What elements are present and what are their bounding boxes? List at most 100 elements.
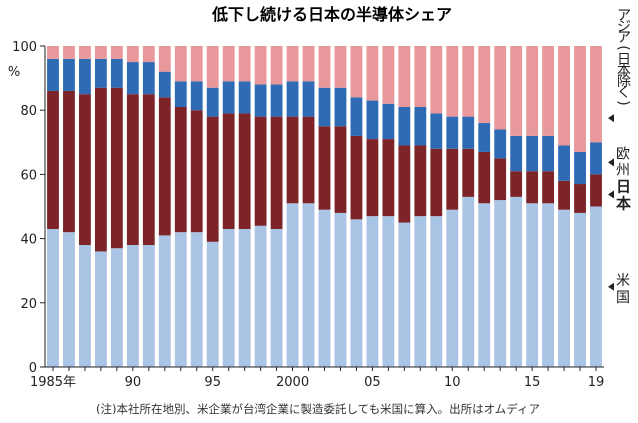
bar-segment-0-1998 [254, 225, 267, 367]
bar-segment-2-2012 [478, 123, 491, 152]
bar-segment-2-1992 [158, 71, 171, 98]
x-tick-label: 90 [125, 375, 142, 390]
bar-segment-0-1999 [270, 228, 283, 367]
bar-segment-3-1994 [190, 46, 203, 82]
bar-segment-0-1994 [190, 232, 203, 367]
bar-segment-2-1988 [94, 58, 107, 88]
bar-segment-0-2002 [318, 209, 331, 367]
bar-segment-3-1999 [270, 46, 283, 85]
bar-segment-1-2015 [526, 171, 539, 204]
bar-segment-0-1987 [79, 245, 91, 367]
x-tick-label: 15 [524, 375, 541, 390]
bar-segment-2-2005 [366, 100, 379, 140]
x-tick-label: 05 [364, 375, 381, 390]
bar-segment-0-1989 [110, 248, 123, 367]
bar-segment-3-2015 [526, 46, 539, 136]
bar-segment-2-2017 [558, 145, 570, 181]
bar-segment-0-2013 [494, 200, 507, 367]
bar-segment-2-1999 [270, 84, 283, 117]
y-tick-label: 0 [29, 361, 37, 376]
bar-segment-3-1995 [206, 46, 219, 88]
legend-label-asia-char: ジ [617, 19, 631, 35]
bar-segment-2-2004 [350, 97, 363, 136]
bar-segment-1-1987 [79, 94, 91, 246]
bar-segment-3-2016 [542, 46, 555, 136]
bar-segment-1-1989 [110, 87, 123, 249]
bar-segment-3-1987 [79, 46, 91, 59]
bar-segment-3-2019 [590, 46, 602, 143]
bar-segment-3-2013 [494, 46, 507, 130]
bar-segment-1-1996 [222, 113, 235, 229]
bar-segment-3-2001 [302, 46, 315, 82]
bar-segment-1-1998 [254, 116, 267, 226]
bar-segment-3-2010 [446, 46, 459, 117]
bar-segment-2-2003 [334, 87, 347, 127]
bar-segment-0-1990 [126, 245, 139, 367]
bar-segment-0-2016 [542, 203, 555, 367]
bar-segment-0-2011 [462, 196, 475, 367]
bar-segment-1-2002 [318, 126, 331, 210]
bar-segment-2-1993 [174, 81, 187, 107]
bar-segment-0-2004 [350, 219, 363, 367]
bar-segment-2-2008 [414, 106, 427, 146]
bar-segment-3-1985 [47, 46, 59, 59]
bar-segment-1-1999 [270, 116, 283, 229]
bar-segment-3-1988 [94, 46, 107, 59]
bar-segment-1-1992 [158, 97, 171, 236]
bar-segment-0-1993 [174, 232, 187, 367]
bar-segment-1-1988 [94, 87, 107, 252]
bar-segment-3-2014 [510, 46, 523, 136]
bar-segment-1-2006 [382, 139, 395, 217]
bar-segment-3-1993 [174, 46, 187, 82]
bar-segment-2-2015 [526, 135, 539, 172]
legend-label-asia-char: 除 [617, 74, 631, 90]
bar-segment-2-2001 [302, 81, 315, 117]
bar-segment-0-2009 [430, 216, 443, 367]
bar-segment-2-1986 [63, 58, 75, 91]
bar-segment-2-2002 [318, 87, 331, 127]
bar-segment-1-1986 [63, 90, 75, 233]
bar-segment-1-1994 [190, 110, 203, 233]
bar-segment-3-1996 [222, 46, 235, 82]
legend-label-asia-char: ア [617, 8, 631, 24]
y-axis: 0 20 40 60 80 100 [12, 40, 46, 376]
bar-segment-1-1997 [238, 113, 251, 229]
legend-label-asia-char: く [617, 85, 631, 101]
bar-segment-3-1997 [238, 46, 251, 82]
bar-segment-3-1989 [110, 46, 123, 59]
y-tick-label: 100 [12, 40, 37, 55]
bar-segment-3-1990 [126, 46, 139, 63]
bar-segment-0-2010 [446, 209, 459, 367]
bar-segment-3-2018 [574, 46, 586, 152]
bar-segment-3-2012 [478, 46, 491, 124]
bar-segment-2-2010 [446, 116, 459, 149]
legend-marker-europe [608, 158, 614, 167]
bar-segment-1-2000 [286, 116, 299, 204]
bar-segment-3-2009 [430, 46, 443, 114]
bar-segment-2-2009 [430, 113, 443, 149]
bar-segment-2-1998 [254, 84, 267, 117]
legend-label-asia-char: 日 [617, 52, 631, 68]
bar-segment-0-2006 [382, 216, 395, 367]
bar-segment-1-2016 [542, 171, 555, 204]
legend-label-us: 米 [616, 273, 630, 289]
bars [47, 46, 602, 367]
bar-segment-0-2008 [414, 216, 427, 367]
legend-label-asia-char: 本 [617, 63, 631, 79]
bar-segment-2-1987 [79, 58, 91, 95]
legend-label-asia-char: ( [615, 45, 631, 50]
bar-segment-2-2011 [462, 116, 475, 149]
bar-segment-1-2004 [350, 135, 363, 220]
bar-segment-3-2005 [366, 46, 379, 101]
bar-segment-1-2005 [366, 139, 379, 217]
y-tick-label: 40 [20, 233, 37, 248]
bar-segment-0-2014 [510, 196, 523, 367]
bar-segment-2-1990 [126, 62, 139, 95]
bar-segment-2-2006 [382, 103, 395, 140]
bar-segment-3-2008 [414, 46, 427, 107]
bar-segment-1-2001 [302, 116, 315, 204]
bar-segment-2-1994 [190, 81, 203, 111]
x-tick-label: 19 [588, 375, 605, 390]
y-tick-label: 80 [20, 104, 37, 119]
legend-label-japan-2: 本 [616, 194, 631, 212]
